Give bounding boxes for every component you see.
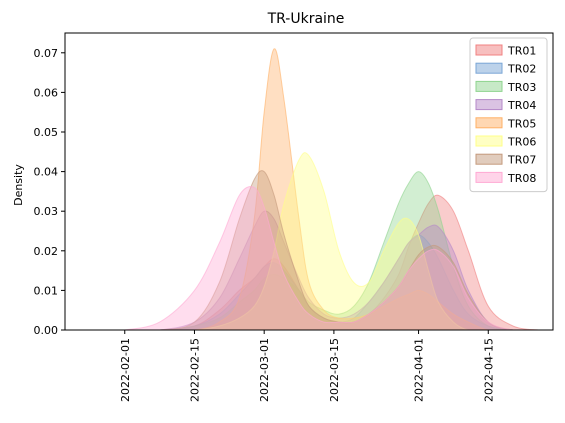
legend-swatch-tr02	[475, 62, 503, 74]
y-tick-label: 0.06	[34, 86, 59, 99]
density-areas	[124, 48, 539, 331]
legend-label-tr05: TR05	[507, 117, 536, 130]
legend-swatch-tr01	[475, 44, 503, 56]
x-axis: 2022-02-01 2022-02-15 2022-03-01 2022-03-15…	[119, 330, 495, 402]
y-tick-label: 0.02	[34, 245, 59, 258]
y-tick-label: 0.05	[34, 126, 59, 139]
area-tr05	[124, 48, 539, 331]
legend-label-tr04: TR04	[507, 99, 536, 112]
x-tick-label: 2022-03-01	[258, 338, 271, 402]
legend-swatch-tr07	[475, 153, 503, 165]
y-tick-label: 0.01	[34, 284, 59, 297]
y-tick-label: 0.03	[34, 205, 59, 218]
y-axis-label: Density	[12, 164, 25, 206]
legend-label-tr01: TR01	[507, 45, 536, 58]
plot-frame	[64, 32, 554, 331]
y-tick-label: 0.00	[34, 324, 59, 337]
legend-label-tr02: TR02	[507, 63, 536, 76]
x-tick-label: 2022-02-15	[188, 338, 201, 402]
area-tr06	[124, 152, 539, 331]
legend: TR01 TR02 TR03 TR04 TR05 TR06 TR07 TR08	[469, 37, 548, 193]
legend-label-tr03: TR03	[507, 81, 536, 94]
legend-swatch-tr03	[475, 80, 503, 92]
legend-frame	[469, 37, 548, 193]
chart-title: TR-Ukraine	[267, 11, 345, 27]
area-tr08	[124, 186, 539, 331]
legend-label-tr06: TR06	[507, 136, 536, 149]
y-tick-label: 0.04	[34, 166, 59, 179]
legend-swatch-tr05	[475, 117, 503, 129]
y-axis: 0.00 0.01 0.02 0.03 0.04 0.05 0.06 0.07	[34, 47, 65, 337]
x-tick-label: 2022-04-01	[413, 338, 426, 402]
legend-swatch-tr04	[475, 99, 503, 111]
y-tick-label: 0.07	[34, 47, 59, 60]
legend-label-tr07: TR07	[507, 154, 536, 167]
area-tr04	[124, 210, 539, 331]
x-tick-label: 2022-02-01	[119, 338, 132, 402]
legend-swatch-tr06	[475, 135, 503, 147]
legend-label-tr08: TR08	[507, 172, 536, 185]
legend-swatch-tr08	[475, 171, 503, 183]
x-tick-label: 2022-04-15	[482, 338, 495, 402]
x-tick-label: 2022-03-15	[328, 338, 341, 402]
